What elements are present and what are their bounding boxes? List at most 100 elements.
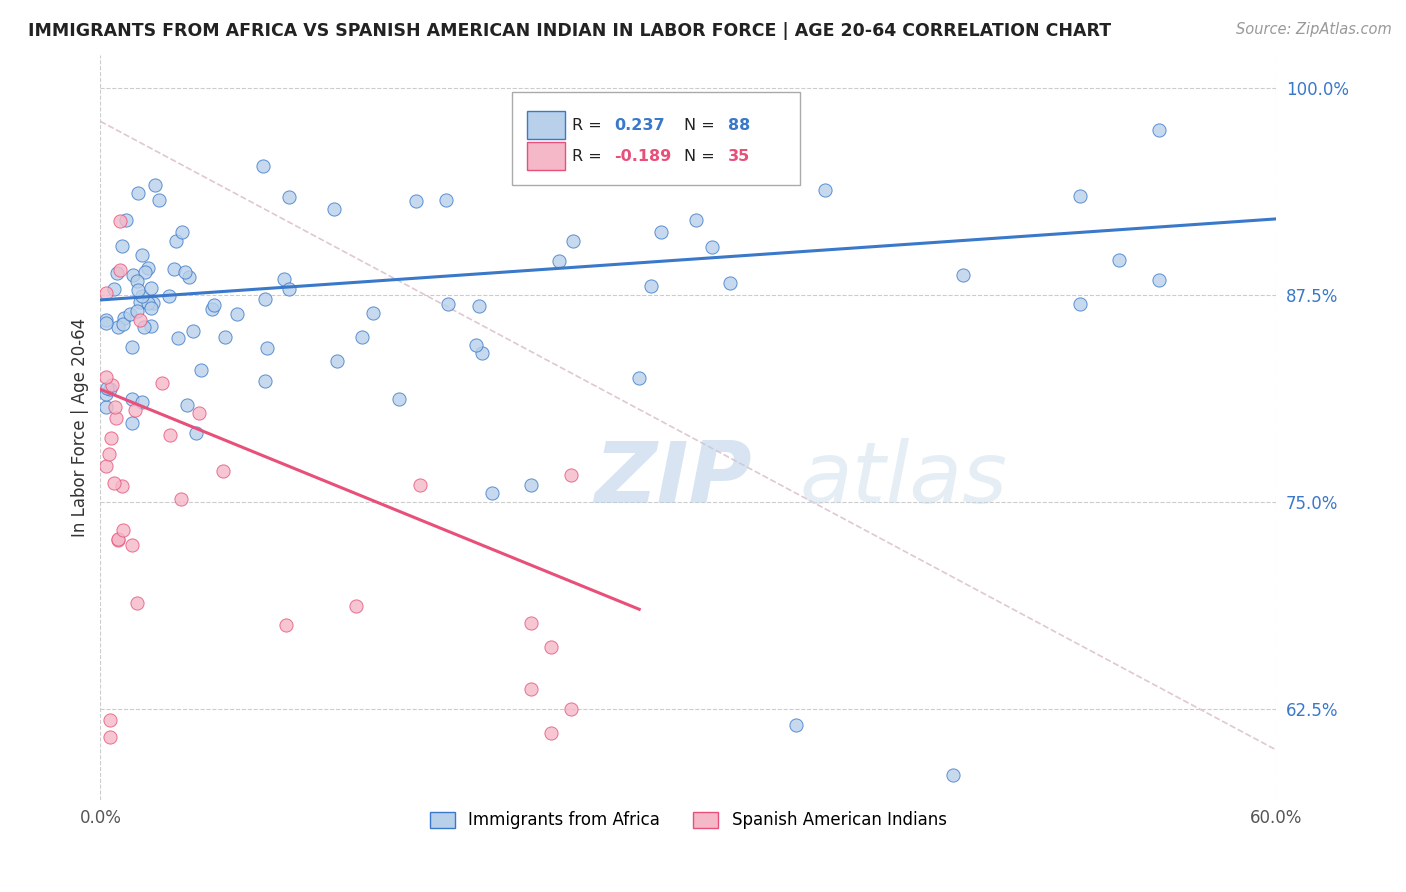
Point bbox=[157, 289, 180, 303]
Point bbox=[225, 307, 247, 321]
Point bbox=[165, 234, 187, 248]
Point bbox=[103, 475, 125, 490]
Point bbox=[127, 596, 149, 610]
Point bbox=[141, 301, 163, 316]
Point bbox=[96, 316, 118, 330]
Point bbox=[131, 248, 153, 262]
Point bbox=[98, 730, 121, 744]
Point bbox=[96, 381, 118, 395]
Point bbox=[141, 319, 163, 334]
Point bbox=[548, 253, 571, 268]
Point bbox=[112, 523, 135, 537]
Point bbox=[256, 341, 278, 355]
Point bbox=[254, 374, 277, 388]
Text: N =: N = bbox=[683, 149, 714, 164]
Point bbox=[540, 640, 562, 654]
Text: R =: R = bbox=[572, 149, 607, 164]
Text: 35: 35 bbox=[728, 149, 751, 164]
Point bbox=[184, 425, 207, 440]
Text: Source: ZipAtlas.com: Source: ZipAtlas.com bbox=[1236, 22, 1392, 37]
Point bbox=[128, 313, 150, 327]
Point bbox=[170, 225, 193, 239]
Point bbox=[127, 304, 149, 318]
Point bbox=[214, 330, 236, 344]
Point bbox=[98, 447, 121, 461]
Point bbox=[177, 270, 200, 285]
Point bbox=[718, 276, 741, 290]
Point bbox=[96, 369, 118, 384]
Text: 88: 88 bbox=[728, 118, 751, 133]
Point bbox=[104, 401, 127, 415]
Point bbox=[814, 183, 837, 197]
Point bbox=[112, 311, 135, 326]
Point bbox=[148, 193, 170, 207]
Point bbox=[121, 341, 143, 355]
Point bbox=[174, 265, 197, 279]
Text: ZIP: ZIP bbox=[595, 438, 752, 521]
FancyBboxPatch shape bbox=[527, 111, 565, 138]
Point bbox=[131, 395, 153, 409]
Point bbox=[190, 363, 212, 377]
Point bbox=[1069, 188, 1091, 202]
Point bbox=[481, 486, 503, 500]
Point bbox=[96, 386, 118, 401]
Point bbox=[98, 382, 121, 396]
Text: N =: N = bbox=[683, 118, 714, 133]
Point bbox=[1147, 122, 1170, 136]
Point bbox=[125, 275, 148, 289]
Point bbox=[1069, 297, 1091, 311]
Point bbox=[131, 289, 153, 303]
Point bbox=[105, 411, 128, 425]
Text: 0.237: 0.237 bbox=[614, 118, 665, 133]
Point bbox=[107, 320, 129, 334]
Point bbox=[540, 726, 562, 740]
Point bbox=[143, 178, 166, 193]
Point bbox=[134, 265, 156, 279]
Point bbox=[111, 479, 134, 493]
Point bbox=[465, 338, 488, 352]
Point bbox=[120, 308, 142, 322]
Point bbox=[405, 194, 427, 208]
Point bbox=[253, 292, 276, 306]
Point bbox=[628, 371, 651, 385]
Point bbox=[388, 392, 411, 407]
Point bbox=[96, 313, 118, 327]
Point bbox=[105, 266, 128, 280]
Point bbox=[252, 160, 274, 174]
Text: IMMIGRANTS FROM AFRICA VS SPANISH AMERICAN INDIAN IN LABOR FORCE | AGE 20-64 COR: IMMIGRANTS FROM AFRICA VS SPANISH AMERIC… bbox=[28, 22, 1111, 40]
Point bbox=[942, 768, 965, 782]
Point bbox=[700, 240, 723, 254]
Point bbox=[150, 376, 173, 390]
Point bbox=[136, 261, 159, 276]
FancyBboxPatch shape bbox=[512, 93, 800, 186]
Point bbox=[434, 193, 457, 207]
Y-axis label: In Labor Force | Age 20-64: In Labor Force | Age 20-64 bbox=[72, 318, 89, 537]
Text: -0.189: -0.189 bbox=[614, 149, 672, 164]
Point bbox=[108, 263, 131, 277]
Point bbox=[121, 417, 143, 431]
Point bbox=[163, 261, 186, 276]
Point bbox=[344, 599, 367, 613]
FancyBboxPatch shape bbox=[527, 142, 565, 169]
Legend: Immigrants from Africa, Spanish American Indians: Immigrants from Africa, Spanish American… bbox=[423, 805, 953, 836]
Point bbox=[562, 234, 585, 248]
Point bbox=[176, 398, 198, 412]
Point bbox=[952, 268, 974, 282]
Point bbox=[326, 353, 349, 368]
Point bbox=[107, 533, 129, 547]
Point bbox=[202, 298, 225, 312]
Point bbox=[785, 718, 807, 732]
Point bbox=[1147, 273, 1170, 287]
Point bbox=[127, 186, 149, 200]
Point bbox=[278, 189, 301, 203]
Point bbox=[121, 392, 143, 407]
Point bbox=[468, 299, 491, 313]
Point bbox=[115, 212, 138, 227]
Point bbox=[139, 281, 162, 295]
Point bbox=[361, 305, 384, 319]
Point bbox=[273, 272, 295, 286]
Point bbox=[96, 459, 118, 474]
Point bbox=[167, 330, 190, 344]
Point bbox=[181, 324, 204, 338]
Point bbox=[124, 403, 146, 417]
